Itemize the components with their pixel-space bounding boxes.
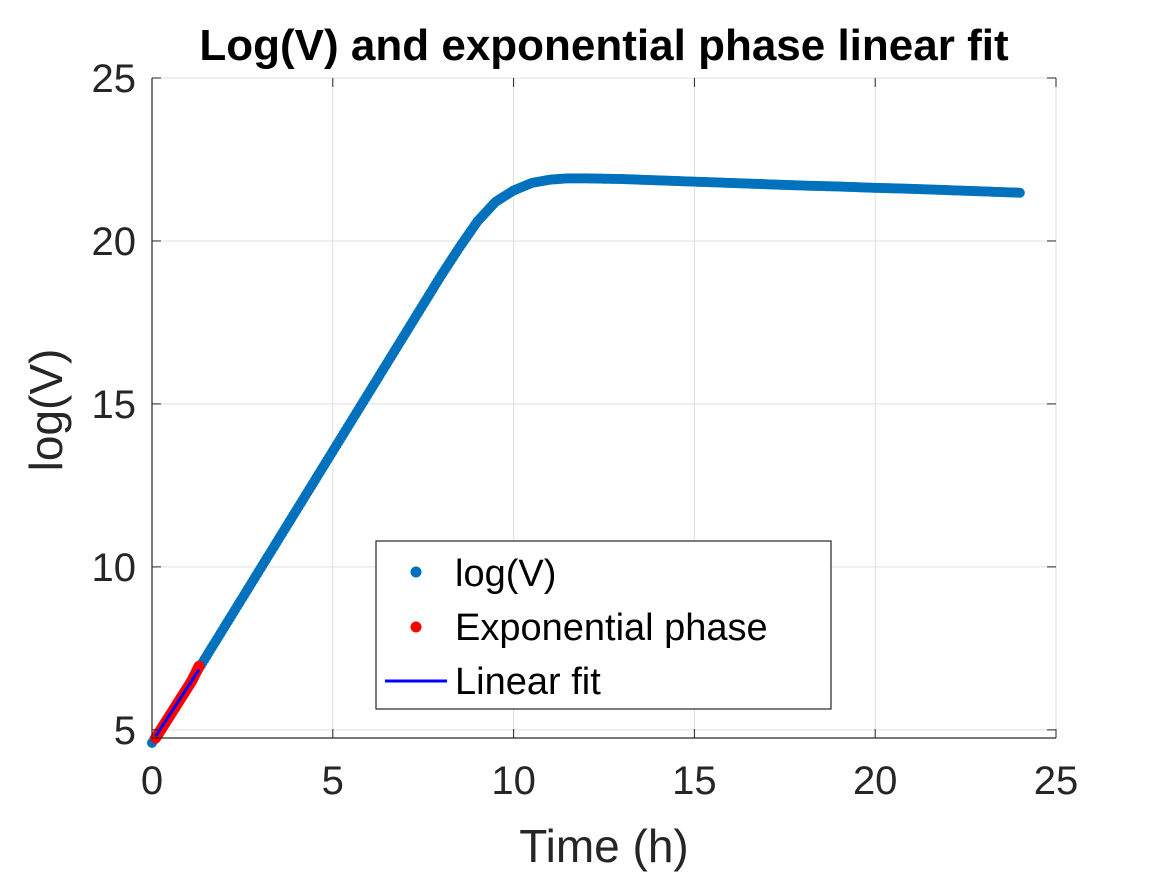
- legend-marker-logv: [410, 566, 422, 578]
- y-tick-label: 10: [92, 546, 137, 590]
- legend-label-logv: log(V): [455, 553, 556, 595]
- y-tick-label: 15: [92, 383, 137, 427]
- legend-marker-exponential: [410, 621, 422, 633]
- y-tick-label: 20: [92, 220, 137, 264]
- x-tick-label: 15: [672, 759, 717, 803]
- data-point: [193, 660, 205, 672]
- x-tick-label: 25: [1034, 759, 1079, 803]
- legend-label-exponential: Exponential phase: [455, 607, 768, 649]
- x-tick-label: 20: [853, 759, 898, 803]
- data-point: [1014, 187, 1025, 198]
- x-tick-label: 10: [491, 759, 536, 803]
- x-tick-labels: 0 5 10 15 20 25: [141, 759, 1078, 803]
- legend: log(V) Exponential phase Linear fit: [375, 540, 832, 710]
- axes-lines: [151, 77, 1057, 739]
- legend-label-linear-fit: Linear fit: [455, 661, 601, 703]
- y-tick-label: 5: [114, 709, 136, 753]
- y-axis-label: log(V): [20, 349, 72, 472]
- linear-fit-line: [154, 668, 201, 738]
- x-tick-label: 0: [141, 759, 163, 803]
- x-axis-label: Time (h): [519, 820, 689, 872]
- chart-title: Log(V) and exponential phase linear fit: [199, 21, 1009, 70]
- x-tick-label: 5: [322, 759, 344, 803]
- y-tick-labels: 5 10 15 20 25: [92, 57, 137, 753]
- legend-box: [375, 540, 832, 710]
- series-layer: [147, 173, 1025, 748]
- y-tick-label: 25: [92, 57, 137, 101]
- series-linear-fit: [154, 668, 201, 738]
